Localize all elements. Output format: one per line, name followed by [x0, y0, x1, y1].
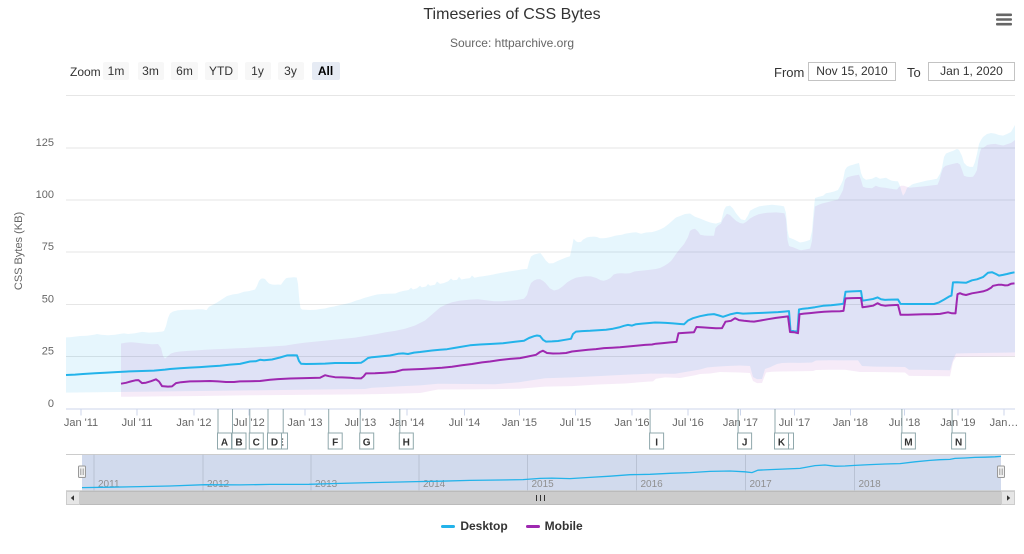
svg-text:CSS Bytes (KB): CSS Bytes (KB) [13, 212, 25, 290]
svg-text:F: F [332, 438, 338, 449]
svg-text:100: 100 [36, 189, 54, 201]
svg-text:2014: 2014 [423, 479, 446, 490]
svg-text:Jan '18: Jan '18 [833, 417, 868, 429]
svg-text:Jan '11: Jan '11 [64, 417, 98, 429]
svg-text:2013: 2013 [315, 479, 338, 490]
svg-text:Jan '16: Jan '16 [614, 417, 649, 429]
svg-text:Jan '15: Jan '15 [502, 417, 537, 429]
svg-text:2016: 2016 [641, 479, 664, 490]
svg-text:Jul '12: Jul '12 [233, 417, 264, 429]
svg-text:Jan…: Jan… [990, 417, 1019, 429]
svg-text:Jan '17: Jan '17 [723, 417, 758, 429]
svg-text:2017: 2017 [750, 479, 773, 490]
svg-text:Jan '19: Jan '19 [940, 417, 975, 429]
svg-text:Jul '11: Jul '11 [122, 417, 153, 429]
svg-text:50: 50 [42, 294, 54, 306]
svg-text:125: 125 [36, 137, 54, 149]
svg-text:75: 75 [42, 241, 54, 253]
svg-text:Jan '13: Jan '13 [287, 417, 322, 429]
svg-text:Jul '18: Jul '18 [889, 417, 920, 429]
svg-text:K: K [778, 438, 786, 449]
svg-text:G: G [363, 438, 371, 449]
svg-text:Jul '16: Jul '16 [672, 417, 703, 429]
svg-text:B: B [235, 438, 242, 449]
svg-text:H: H [403, 438, 410, 449]
svg-text:A: A [221, 438, 228, 449]
svg-text:Jul '14: Jul '14 [449, 417, 480, 429]
svg-text:2011: 2011 [98, 479, 120, 490]
svg-text:N: N [955, 438, 962, 449]
svg-text:Jul '15: Jul '15 [560, 417, 591, 429]
svg-text:0: 0 [48, 398, 54, 410]
svg-text:J: J [742, 438, 748, 449]
svg-text:Jul '17: Jul '17 [779, 417, 810, 429]
svg-text:25: 25 [42, 346, 54, 358]
svg-text:D: D [271, 438, 278, 449]
svg-text:I: I [655, 438, 658, 449]
svg-text:M: M [904, 438, 912, 449]
svg-text:C: C [253, 438, 260, 449]
svg-text:Jan '12: Jan '12 [176, 417, 211, 429]
svg-text:Jan '14: Jan '14 [389, 417, 424, 429]
svg-text:2018: 2018 [859, 479, 882, 490]
svg-text:2015: 2015 [532, 479, 555, 490]
